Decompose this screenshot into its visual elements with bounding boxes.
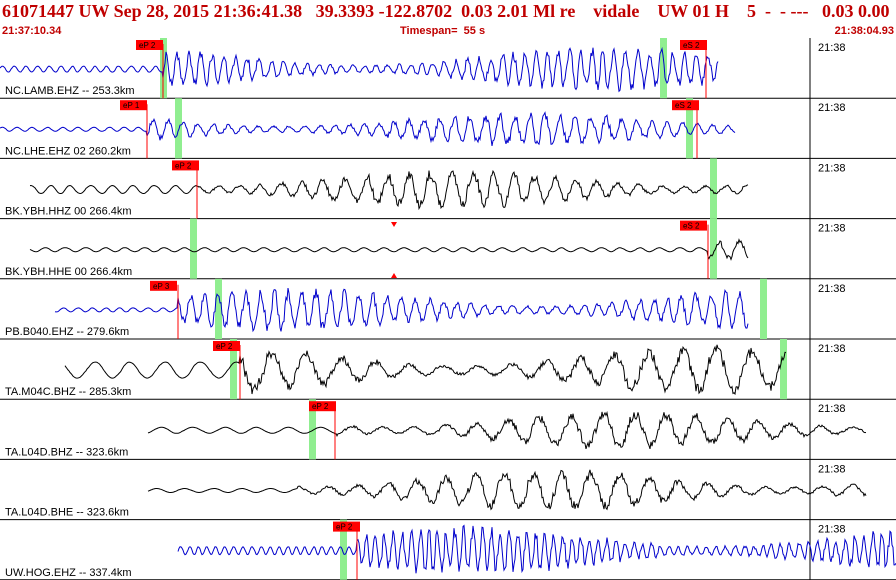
station-label: TA.L04D.BHE -- 323.6km <box>5 507 129 519</box>
phase-window <box>710 158 717 219</box>
station-label: UW.HOG.EHZ -- 337.4km <box>5 567 132 579</box>
phase-window <box>175 98 182 159</box>
phase-window <box>230 339 237 400</box>
waveform <box>0 111 736 146</box>
waveform <box>64 344 787 396</box>
header-bar: 61071447 UW Sep 28, 2015 21:36:41.38 39.… <box>0 0 896 38</box>
pick-flag-label: eP 2 <box>312 402 329 411</box>
pick-flag[interactable] <box>680 220 707 231</box>
phase-window <box>760 278 767 339</box>
phase-window <box>215 278 222 339</box>
pick-flag[interactable] <box>136 40 163 50</box>
pick-flag[interactable] <box>120 100 147 111</box>
end-time: 21:38:04.93 <box>834 25 894 37</box>
timespan-label: Timespan= 55 s <box>400 25 486 37</box>
waveform <box>0 46 719 93</box>
event-title: 61071447 UW Sep 28, 2015 21:36:41.38 39.… <box>2 1 890 21</box>
waveform <box>147 469 867 511</box>
phase-window <box>309 399 316 460</box>
row-time-label: 21:38 <box>818 524 846 536</box>
trace-row[interactable]: eP 1 eS 2 NC.LHE.EHZ 02 260.2km 21:38 <box>0 98 896 159</box>
pick-flag[interactable] <box>213 341 240 351</box>
phase-window <box>710 218 717 279</box>
station-label: TA.L04D.BHZ -- 323.6km <box>5 446 128 458</box>
station-label: BK.YBH.HHZ 00 266.4km <box>5 206 132 218</box>
trace-row[interactable]: eP 2 BK.YBH.HHZ 00 266.4km 21:38 <box>0 158 896 220</box>
pick-flag[interactable] <box>172 160 199 171</box>
pick-flag-label: eP 2 <box>139 41 156 50</box>
row-time-label: 21:38 <box>818 102 846 114</box>
row-time-label: 21:38 <box>818 343 846 355</box>
trace-row[interactable]: eP 2 eS 2 NC.LAMB.EHZ -- 253.3km 21:38 <box>0 38 896 99</box>
station-label: NC.LAMB.EHZ -- 253.3km <box>5 85 135 97</box>
pick-flag-label: eS 2 <box>683 222 700 231</box>
trace-row[interactable]: eP 2 TA.L04D.BHZ -- 323.6km 21:38 <box>0 399 896 460</box>
pick-flag-label: eP 2 <box>175 161 192 170</box>
pick-flag-label: eP 3 <box>153 282 170 291</box>
row-time-label: 21:38 <box>818 463 846 475</box>
phase-window <box>686 98 693 159</box>
pick-flag-label: eP 1 <box>123 101 140 110</box>
waveform <box>147 410 867 450</box>
phase-window <box>660 38 667 99</box>
pick-flag[interactable] <box>309 401 336 412</box>
pick-flag-label: eS 2 <box>683 41 700 50</box>
station-label: PB.B040.EHZ -- 279.6km <box>5 326 129 338</box>
phase-window <box>340 519 347 580</box>
pick-flag[interactable] <box>150 280 177 291</box>
row-time-label: 21:38 <box>818 403 846 415</box>
row-time-label: 21:38 <box>818 42 846 54</box>
trace-row[interactable]: eP 2 TA.M04C.BHZ -- 285.3km 21:38 <box>0 339 896 400</box>
row-time-label: 21:38 <box>818 162 846 174</box>
row-time-label: 21:38 <box>818 283 846 295</box>
marker-triangle-icon <box>391 222 397 227</box>
waveform <box>29 238 749 261</box>
waveform <box>29 169 749 211</box>
marker-triangle-icon <box>391 273 397 278</box>
row-time-label: 21:38 <box>818 223 846 235</box>
trace-row[interactable]: eP 3 PB.B040.EHZ -- 279.6km 21:38 <box>0 278 896 340</box>
pick-flag-label: eP 2 <box>216 342 233 351</box>
pick-flag-label: eS 2 <box>675 101 692 110</box>
phase-window <box>780 339 787 400</box>
pick-flag[interactable] <box>680 40 707 50</box>
station-label: NC.LHE.EHZ 02 260.2km <box>5 145 131 157</box>
trace-row[interactable]: eS 2 BK.YBH.HHE 00 266.4km 21:38 <box>0 218 896 280</box>
pick-flag[interactable] <box>672 100 699 111</box>
station-label: BK.YBH.HHE 00 266.4km <box>5 266 132 278</box>
trace-row[interactable]: TA.L04D.BHE -- 323.6km 21:38 <box>0 459 896 521</box>
waveform <box>177 524 896 574</box>
pick-flag-label: eP 2 <box>336 523 353 532</box>
start-time: 21:37:10.34 <box>2 25 62 37</box>
pick-flag[interactable] <box>333 521 360 532</box>
waveform <box>54 288 749 333</box>
station-label: TA.M04C.BHZ -- 285.3km <box>5 386 131 398</box>
trace-row[interactable]: eP 2 UW.HOG.EHZ -- 337.4km 21:38 <box>0 519 896 580</box>
phase-window <box>190 218 197 279</box>
